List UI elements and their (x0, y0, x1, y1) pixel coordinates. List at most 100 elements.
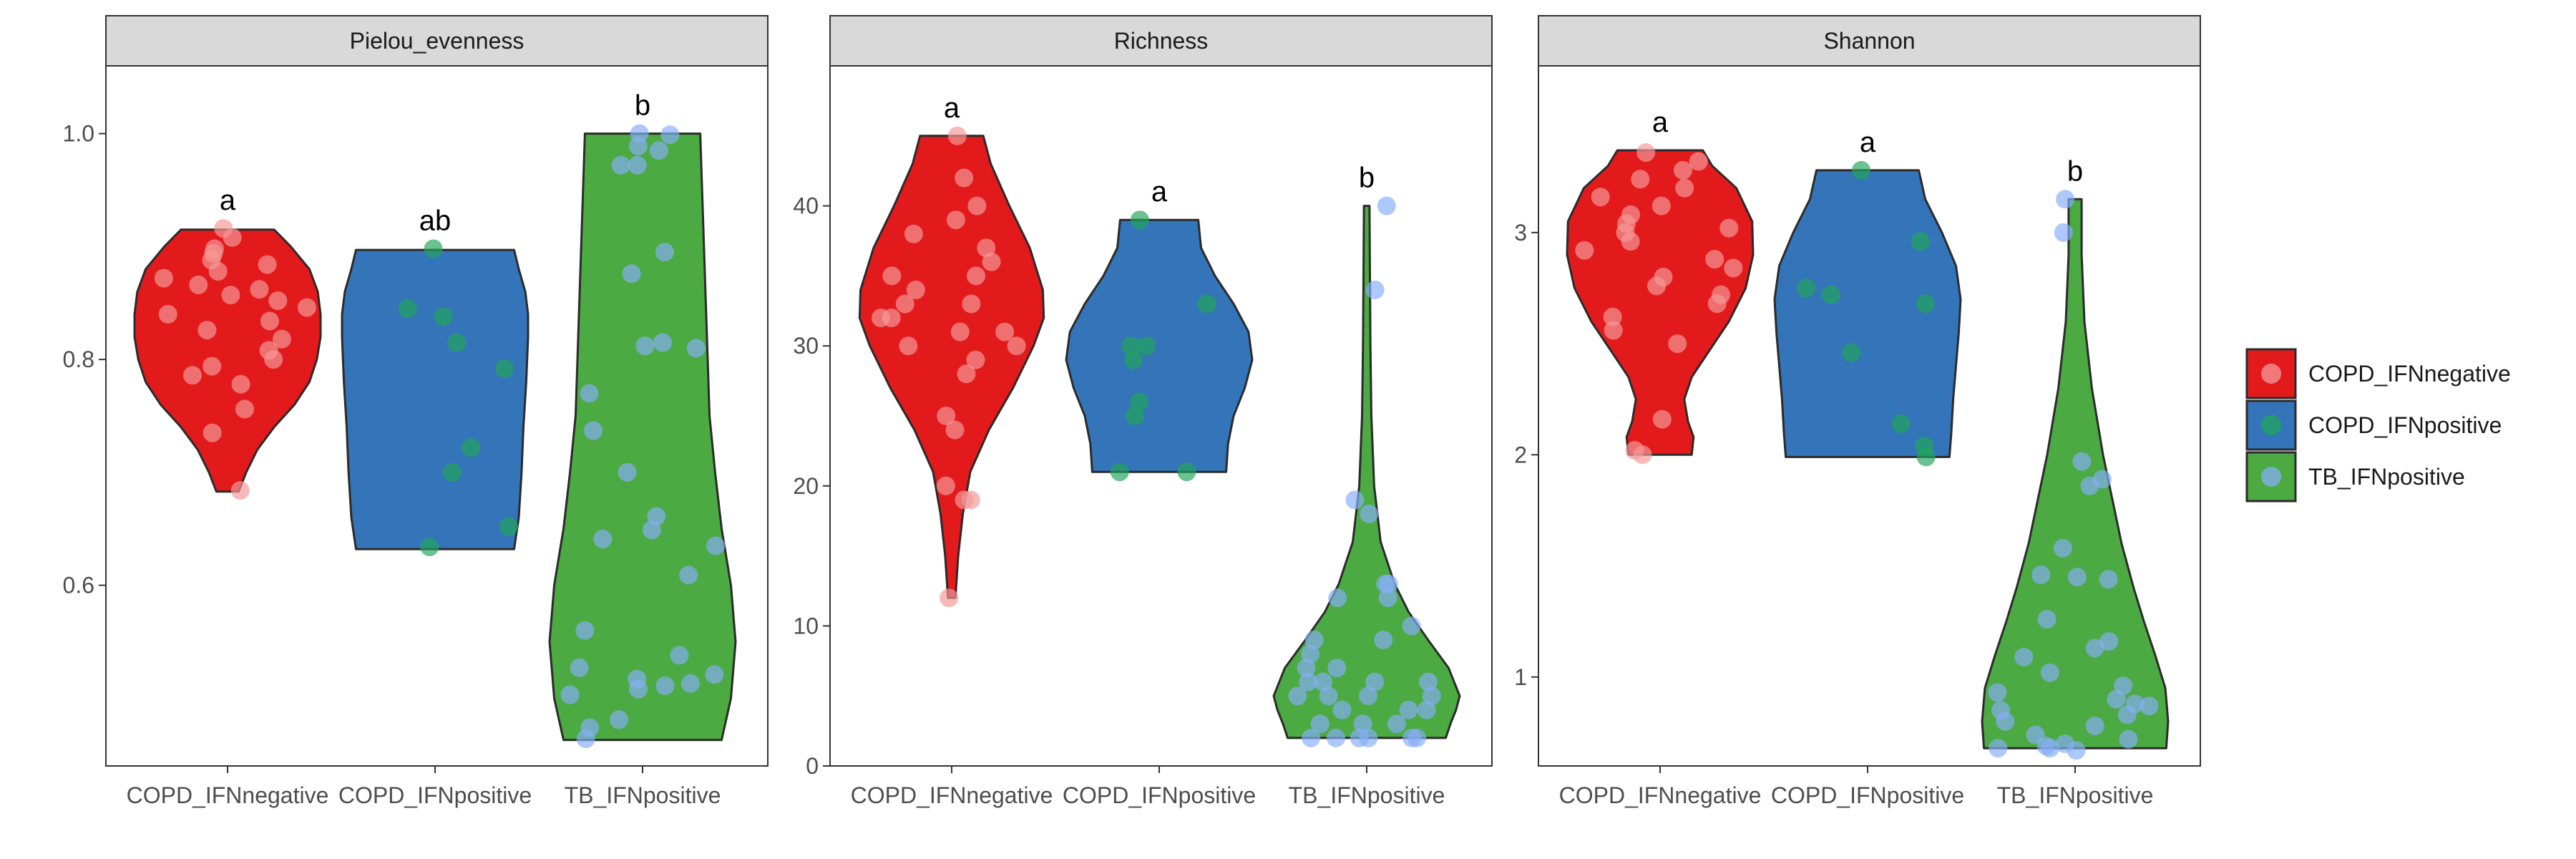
data-point (2040, 663, 2059, 682)
data-point (1996, 712, 2015, 731)
data-point (1603, 307, 1622, 326)
data-point (1591, 188, 1610, 207)
data-point (1353, 714, 1372, 734)
data-point (611, 155, 630, 175)
data-point (655, 676, 675, 695)
data-point (2107, 689, 2126, 709)
data-point (1332, 700, 1352, 719)
data-point (628, 155, 647, 175)
data-point (1328, 588, 1347, 608)
data-point (1575, 241, 1594, 260)
data-point (628, 679, 648, 699)
data-point (580, 384, 599, 403)
data-point (584, 421, 602, 440)
data-point (1422, 686, 1441, 706)
y-tick-label: 40 (793, 193, 819, 219)
data-point (264, 350, 283, 369)
data-point (1668, 334, 1687, 354)
data-point (1674, 160, 1692, 180)
significance-letter: a (1860, 127, 1876, 158)
data-point (154, 268, 173, 288)
panel-2: Shannon 1 2 3 COPD_IFNnegative COPD_IFNpositi… (1514, 15, 2201, 808)
data-point (967, 196, 987, 215)
data-point (955, 168, 974, 188)
data-point (260, 311, 279, 331)
data-point (1631, 170, 1650, 189)
data-point (655, 243, 674, 262)
data-point (1417, 700, 1436, 719)
data-point (653, 333, 673, 352)
data-point (203, 423, 222, 442)
data-point (642, 520, 661, 540)
data-point (982, 252, 1001, 271)
significance-letter: ab (419, 205, 452, 237)
data-point (1689, 152, 1708, 171)
data-point (1121, 336, 1141, 356)
data-point (2119, 729, 2138, 749)
y-tick-label: 0 (806, 753, 819, 779)
data-point (670, 646, 689, 665)
data-point (904, 224, 923, 243)
data-point (1852, 160, 1871, 180)
data-point (258, 255, 277, 274)
violin-2 (1272, 205, 1461, 739)
data-point (2054, 223, 2073, 242)
data-point (158, 305, 177, 324)
data-point (1911, 232, 1930, 251)
data-point (1365, 672, 1385, 691)
data-point (2099, 570, 2118, 589)
y-tick-label: 3 (1514, 220, 1527, 246)
x-tick-label: COPD_IFNnegative (851, 782, 1053, 808)
x-tick-label: COPD_IFNpositive (1063, 782, 1256, 808)
data-point (221, 286, 240, 305)
data-point (268, 291, 288, 311)
data-point (1419, 672, 1438, 691)
significance-letter: b (1359, 162, 1375, 194)
data-point (576, 729, 595, 749)
violin-0 (858, 135, 1045, 599)
data-point (560, 685, 580, 704)
data-point (250, 280, 269, 299)
x-tick-label: COPD_IFNpositive (338, 782, 532, 808)
data-point (1891, 414, 1911, 433)
significance-letter: b (2067, 155, 2083, 187)
data-point (1916, 294, 1935, 314)
data-point (610, 710, 628, 729)
data-point (895, 294, 914, 314)
data-point (1821, 285, 1840, 304)
data-point (977, 238, 996, 258)
data-point (622, 264, 641, 283)
data-point (679, 566, 698, 585)
data-point (235, 399, 254, 419)
data-point (1724, 258, 1743, 278)
strip-header (105, 15, 769, 67)
violin-0 (1566, 149, 1755, 456)
data-point (272, 329, 291, 349)
data-point (1376, 574, 1395, 593)
data-point (208, 262, 228, 281)
data-point (434, 307, 453, 326)
data-point (946, 210, 965, 230)
x-tick-label: TB_IFNpositive (565, 782, 721, 808)
strip-title: Richness (1114, 28, 1209, 54)
data-point (223, 228, 242, 247)
data-point (1636, 143, 1656, 162)
data-point (1652, 196, 1671, 215)
significance-letter: b (635, 90, 650, 122)
data-point (940, 588, 959, 608)
data-point (2067, 741, 2086, 760)
data-point (570, 658, 589, 677)
data-point (1327, 728, 1345, 747)
data-point (1989, 739, 2008, 758)
data-point (1365, 281, 1385, 299)
data-point (2037, 610, 2057, 629)
data-point (1407, 728, 1427, 747)
data-point (1327, 659, 1347, 678)
data-point (1387, 714, 1406, 734)
data-point (2085, 639, 2104, 658)
data-point (706, 536, 726, 555)
data-point (1360, 504, 1379, 523)
data-point (957, 364, 976, 384)
legend-label: COPD_IFNnegative (2308, 361, 2511, 387)
data-point (1124, 350, 1143, 369)
